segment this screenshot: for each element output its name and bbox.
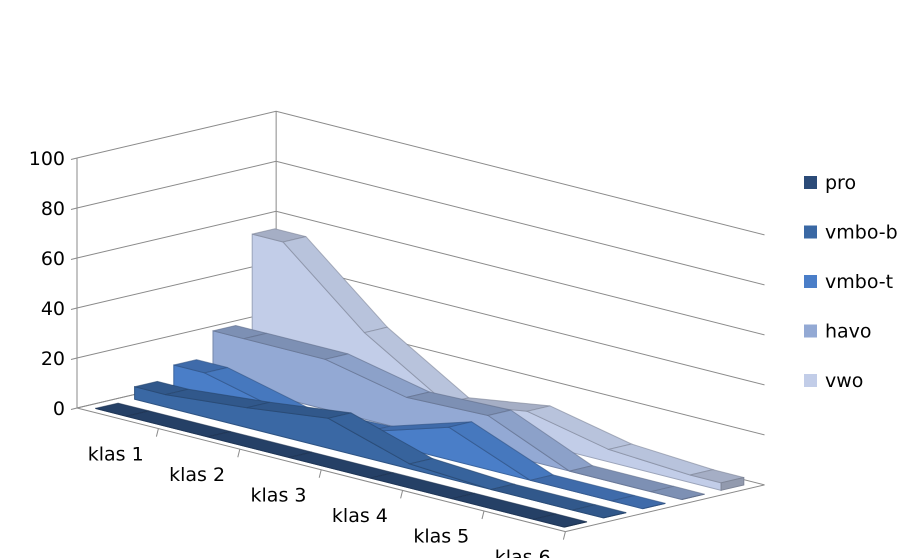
x-tick-mark (237, 449, 241, 458)
gridline (76, 160, 765, 286)
legend-swatch (804, 275, 817, 288)
x-tick-mark (562, 531, 566, 540)
legend-swatch (804, 324, 817, 338)
x-tick-mark (400, 490, 404, 499)
series-end-cap (681, 493, 705, 500)
y-tick-mark (70, 307, 78, 310)
gridline (76, 110, 765, 236)
y-tick-mark (70, 257, 78, 260)
legend-swatch (804, 225, 817, 239)
legend-item-pro: pro (804, 172, 856, 194)
series-pro (95, 402, 588, 528)
x-axis-ticks: klas 1 klas 2 klas 3 klas 4 klas 5 klas 6 (88, 428, 566, 558)
x-tick-mark (481, 510, 485, 520)
series-havo (212, 324, 705, 501)
legend-label: vwo (825, 370, 863, 392)
x-tick-label: klas 3 (251, 485, 307, 507)
y-tick-mark (70, 357, 78, 360)
x-tick-mark (318, 469, 322, 478)
legend-label: vmbo-t (825, 271, 893, 293)
legend-item-havo: havo (804, 321, 872, 343)
y-tick-mark (70, 207, 78, 210)
legend-label: vmbo-b (825, 222, 898, 244)
series-end-cap (642, 502, 666, 510)
y-tick-label: 60 (41, 248, 65, 270)
legend-item-vmbo-t: vmbo-t (804, 271, 893, 293)
floor-edge (565, 484, 765, 533)
x-tick-label: klas 6 (495, 546, 551, 558)
series-layer (95, 228, 745, 528)
y-tick-label: 0 (53, 398, 65, 420)
legend-item-vmbo-b: vmbo-b (804, 222, 898, 244)
legend-swatch (804, 176, 817, 189)
gridline (76, 210, 765, 336)
y-tick-mark (70, 407, 78, 410)
legend: pro vmbo-b vmbo-t havo vwo (804, 172, 898, 392)
y-tick-mark (70, 157, 78, 160)
y-axis-ticks: 0 20 40 60 80 100 (29, 148, 78, 420)
series-end-cap (720, 476, 745, 491)
y-tick-label: 80 (41, 198, 65, 220)
legend-label: pro (825, 172, 856, 194)
legend-item-vwo: vwo (804, 370, 863, 392)
y-tick-label: 20 (41, 348, 65, 370)
y-tick-label: 40 (41, 298, 65, 320)
legend-label: havo (825, 321, 872, 343)
series-vmbo-b (134, 380, 627, 519)
x-tick-label: klas 2 (169, 464, 225, 486)
series-end-cap (603, 512, 627, 519)
x-tick-label: klas 5 (413, 526, 469, 548)
legend-swatch (804, 374, 817, 387)
x-tick-label: klas 1 (88, 443, 144, 465)
x-tick-mark (155, 428, 159, 437)
y-tick-label: 100 (29, 148, 65, 170)
x-tick-label: klas 4 (332, 505, 388, 527)
series-end-cap (564, 521, 588, 528)
